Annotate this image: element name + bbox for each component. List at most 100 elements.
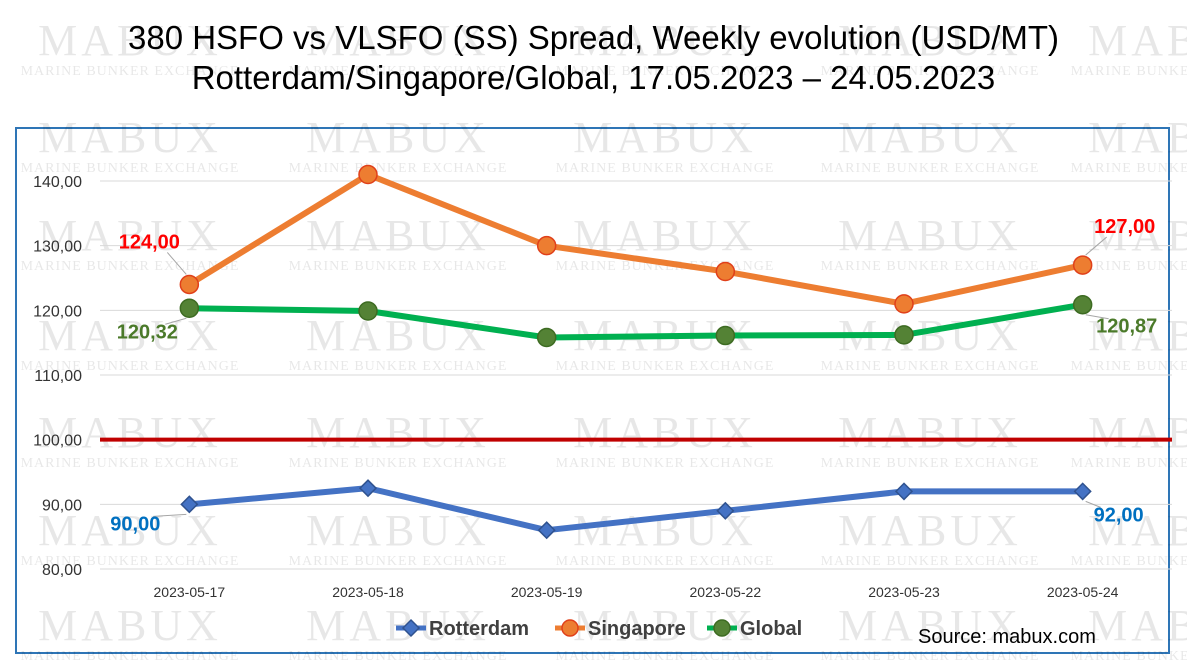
series-line-global: [186, 301, 1086, 341]
watermark-subtitle: MARINE BUNKER EXCHANGE: [1071, 554, 1187, 569]
watermark-subtitle: MARINE BUNKER EXCHANGE: [1071, 359, 1187, 374]
watermark-brand: MABUX: [838, 601, 1022, 650]
data-point-global: [179, 298, 200, 319]
data-label: 90,00: [110, 513, 160, 535]
watermark-subtitle: MARINE BUNKER EXCHANGE: [821, 554, 1040, 569]
watermark-brand: MABUX: [838, 211, 1022, 260]
watermark-subtitle: MARINE BUNKER EXCHANGE: [1071, 64, 1187, 79]
data-point-rotterdam: [894, 482, 914, 501]
watermark-subtitle: MARINE BUNKER EXCHANGE: [289, 359, 508, 374]
watermark-subtitle: MARINE BUNKER EXCHANGE: [289, 64, 508, 79]
data-label-leader: [1085, 236, 1107, 256]
y-tick-label: 90,00: [42, 497, 82, 514]
watermark-subtitle: MARINE BUNKER EXCHANGE: [556, 649, 775, 664]
chart-title-line-2: Rotterdam/Singapore/Global, 17.05.2023 –…: [191, 59, 996, 96]
watermark-subtitle: MARINE BUNKER EXCHANGE: [21, 554, 240, 569]
data-label: 120,87: [1096, 316, 1157, 338]
data-point-global: [1072, 294, 1093, 315]
data-label-leader: [165, 317, 187, 325]
data-label: 120,32: [117, 321, 178, 343]
watermark-subtitle: MARINE BUNKER EXCHANGE: [556, 456, 775, 471]
chart-frame: [15, 127, 1170, 654]
watermark-brand: MABUX: [38, 408, 222, 457]
watermark-brand: MABUX: [838, 408, 1022, 457]
watermark-subtitle: MARINE BUNKER EXCHANGE: [21, 649, 240, 664]
data-point-singapore: [536, 235, 557, 256]
data-point-global: [715, 325, 736, 346]
watermark-subtitle: MARINE BUNKER EXCHANGE: [289, 259, 508, 274]
watermark-brand: MABUX: [573, 16, 757, 65]
y-tick-label: 140,00: [33, 174, 82, 191]
watermark-brand: MABUX: [306, 311, 490, 360]
legend-marker-singapore: [561, 619, 579, 637]
watermark-subtitle: MARINE BUNKER EXCHANGE: [556, 64, 775, 79]
watermark-subtitle: MARINE BUNKER EXCHANGE: [21, 259, 240, 274]
data-point-rotterdam: [358, 479, 378, 498]
watermark-subtitle: MARINE BUNKER EXCHANGE: [821, 649, 1040, 664]
y-tick-label: 130,00: [33, 239, 82, 256]
x-tick-label: 2023-05-19: [511, 584, 583, 600]
chart-title: 380 HSFO vs VLSFO (SS) Spread, Weekly ev…: [0, 18, 1187, 98]
watermark-brand: MABUX: [38, 311, 222, 360]
watermark-brand: MABUX: [38, 113, 222, 162]
data-point-singapore: [1072, 255, 1093, 275]
watermark-subtitle: MARINE BUNKER EXCHANGE: [1071, 259, 1187, 274]
watermark-subtitle: MARINE BUNKER EXCHANGE: [556, 161, 775, 176]
watermark-brand: MABUX: [838, 113, 1022, 162]
data-point-rotterdam: [1073, 482, 1092, 501]
watermark-subtitle: MARINE BUNKER EXCHANGE: [821, 259, 1040, 274]
data-point-singapore: [358, 164, 378, 185]
watermark-brand: MABUX: [1088, 506, 1187, 555]
source-note: Source: mabux.com: [918, 626, 1096, 648]
y-tick-label: 110,00: [34, 368, 82, 385]
watermark-subtitle: MARINE BUNKER EXCHANGE: [289, 456, 508, 471]
watermark-subtitle: MARINE BUNKER EXCHANGE: [821, 456, 1040, 471]
data-label: 124,00: [119, 231, 180, 253]
watermark-brand: MABUX: [38, 16, 222, 65]
series-line-rotterdam: [186, 485, 1086, 534]
chart-title-line-1: 380 HSFO vs VLSFO (SS) Spread, Weekly ev…: [127, 19, 1059, 56]
watermark-brand: MABUX: [573, 113, 757, 162]
legend-label-singapore: Singapore: [588, 618, 686, 640]
watermark-subtitle: MARINE BUNKER EXCHANGE: [289, 554, 508, 569]
legend-item-singapore: Singapore: [555, 618, 686, 640]
data-point-rotterdam: [180, 495, 199, 514]
watermark-brand: MABUX: [838, 16, 1022, 65]
watermark-brand: MABUX: [306, 16, 490, 65]
y-tick-label: 120,00: [33, 303, 82, 320]
data-point-global: [358, 301, 378, 321]
watermark-subtitle: MARINE BUNKER EXCHANGE: [1071, 161, 1187, 176]
watermark-brand: MABUX: [306, 211, 490, 260]
legend-label-global: Global: [740, 618, 802, 640]
watermark-subtitle: MARINE BUNKER EXCHANGE: [1071, 649, 1187, 664]
y-tick-label: 80,00: [42, 562, 82, 579]
watermark-subtitle: MARINE BUNKER EXCHANGE: [556, 554, 775, 569]
series-line-singapore: [186, 171, 1086, 307]
legend-label-rotterdam: Rotterdam: [429, 618, 529, 640]
watermark-brand: MABUX: [38, 211, 222, 260]
watermark-subtitle: MARINE BUNKER EXCHANGE: [289, 649, 508, 664]
watermark-brand: MABUX: [306, 113, 490, 162]
watermark-brand: MABUX: [573, 408, 757, 457]
watermark-subtitle: MARINE BUNKER EXCHANGE: [21, 161, 240, 176]
data-label: 92,00: [1094, 504, 1144, 526]
watermark-subtitle: MARINE BUNKER EXCHANGE: [821, 161, 1040, 176]
x-tick-label: 2023-05-18: [332, 584, 404, 600]
watermark-brand: MABUX: [1088, 211, 1187, 260]
watermark-subtitle: MARINE BUNKER EXCHANGE: [556, 359, 775, 374]
y-tick-label: 100,00: [33, 433, 82, 450]
watermark-subtitle: MARINE BUNKER EXCHANGE: [289, 161, 508, 176]
watermark-subtitle: MARINE BUNKER EXCHANGE: [21, 456, 240, 471]
data-label-leader: [1085, 314, 1109, 320]
data-label-leader: [1085, 500, 1101, 508]
x-tick-label: 2023-05-17: [154, 584, 226, 600]
legend-marker-global: [713, 619, 731, 637]
data-point-singapore: [894, 294, 914, 314]
x-tick-label: 2023-05-22: [690, 584, 762, 600]
legend-marker-rotterdam: [401, 618, 421, 638]
watermark-brand: MABUX: [1088, 16, 1187, 65]
data-label: 127,00: [1094, 216, 1155, 238]
watermark-brand: MABUX: [306, 506, 490, 555]
watermark-brand: MABUX: [38, 601, 222, 650]
